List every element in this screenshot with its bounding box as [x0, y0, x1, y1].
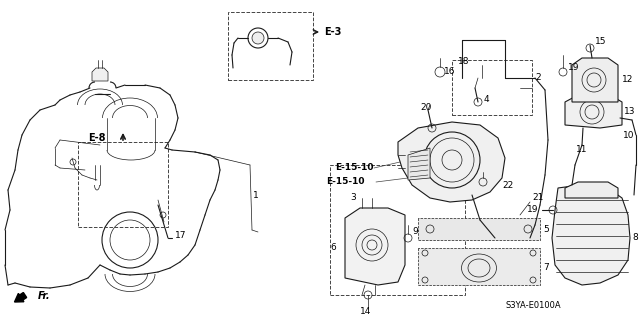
Polygon shape — [552, 185, 630, 285]
Text: 7: 7 — [543, 263, 548, 272]
Polygon shape — [345, 208, 405, 285]
Text: 21: 21 — [532, 194, 543, 203]
FancyArrow shape — [15, 293, 27, 302]
Polygon shape — [565, 95, 622, 128]
Text: S3YA-E0100A: S3YA-E0100A — [505, 300, 561, 309]
Text: 22: 22 — [502, 181, 513, 189]
Text: 19: 19 — [527, 205, 538, 214]
Text: 5: 5 — [543, 226, 548, 234]
Text: 12: 12 — [622, 76, 634, 85]
Text: 15: 15 — [595, 38, 607, 47]
Bar — [228, 12, 313, 80]
Bar — [78, 142, 168, 227]
Text: E-15-10: E-15-10 — [326, 177, 365, 187]
Text: 3: 3 — [350, 194, 356, 203]
Polygon shape — [418, 248, 540, 285]
Polygon shape — [572, 58, 618, 102]
Text: E-3: E-3 — [324, 27, 341, 37]
Polygon shape — [398, 122, 505, 202]
Text: 1: 1 — [253, 190, 259, 199]
Text: 14: 14 — [360, 308, 371, 316]
Text: 13: 13 — [624, 108, 636, 116]
Text: 20: 20 — [420, 102, 431, 112]
Bar — [330, 165, 465, 295]
Text: E-15-10: E-15-10 — [335, 164, 374, 173]
Text: 4: 4 — [484, 95, 490, 105]
Text: Fr.: Fr. — [38, 291, 51, 301]
Text: 2: 2 — [535, 73, 541, 83]
Text: 9: 9 — [412, 227, 418, 236]
Text: E-8: E-8 — [88, 133, 106, 143]
Circle shape — [252, 32, 264, 44]
Text: 16: 16 — [444, 68, 456, 77]
Text: 8: 8 — [632, 234, 637, 242]
Text: 6: 6 — [330, 243, 336, 253]
Polygon shape — [565, 182, 618, 198]
Bar — [452, 60, 532, 115]
Text: 10: 10 — [623, 130, 634, 139]
Text: 11: 11 — [576, 145, 588, 154]
Text: 19: 19 — [568, 63, 579, 72]
Text: 17: 17 — [175, 231, 186, 240]
Polygon shape — [408, 148, 430, 180]
Polygon shape — [92, 68, 108, 81]
Polygon shape — [418, 218, 540, 240]
Text: 18: 18 — [458, 57, 470, 66]
